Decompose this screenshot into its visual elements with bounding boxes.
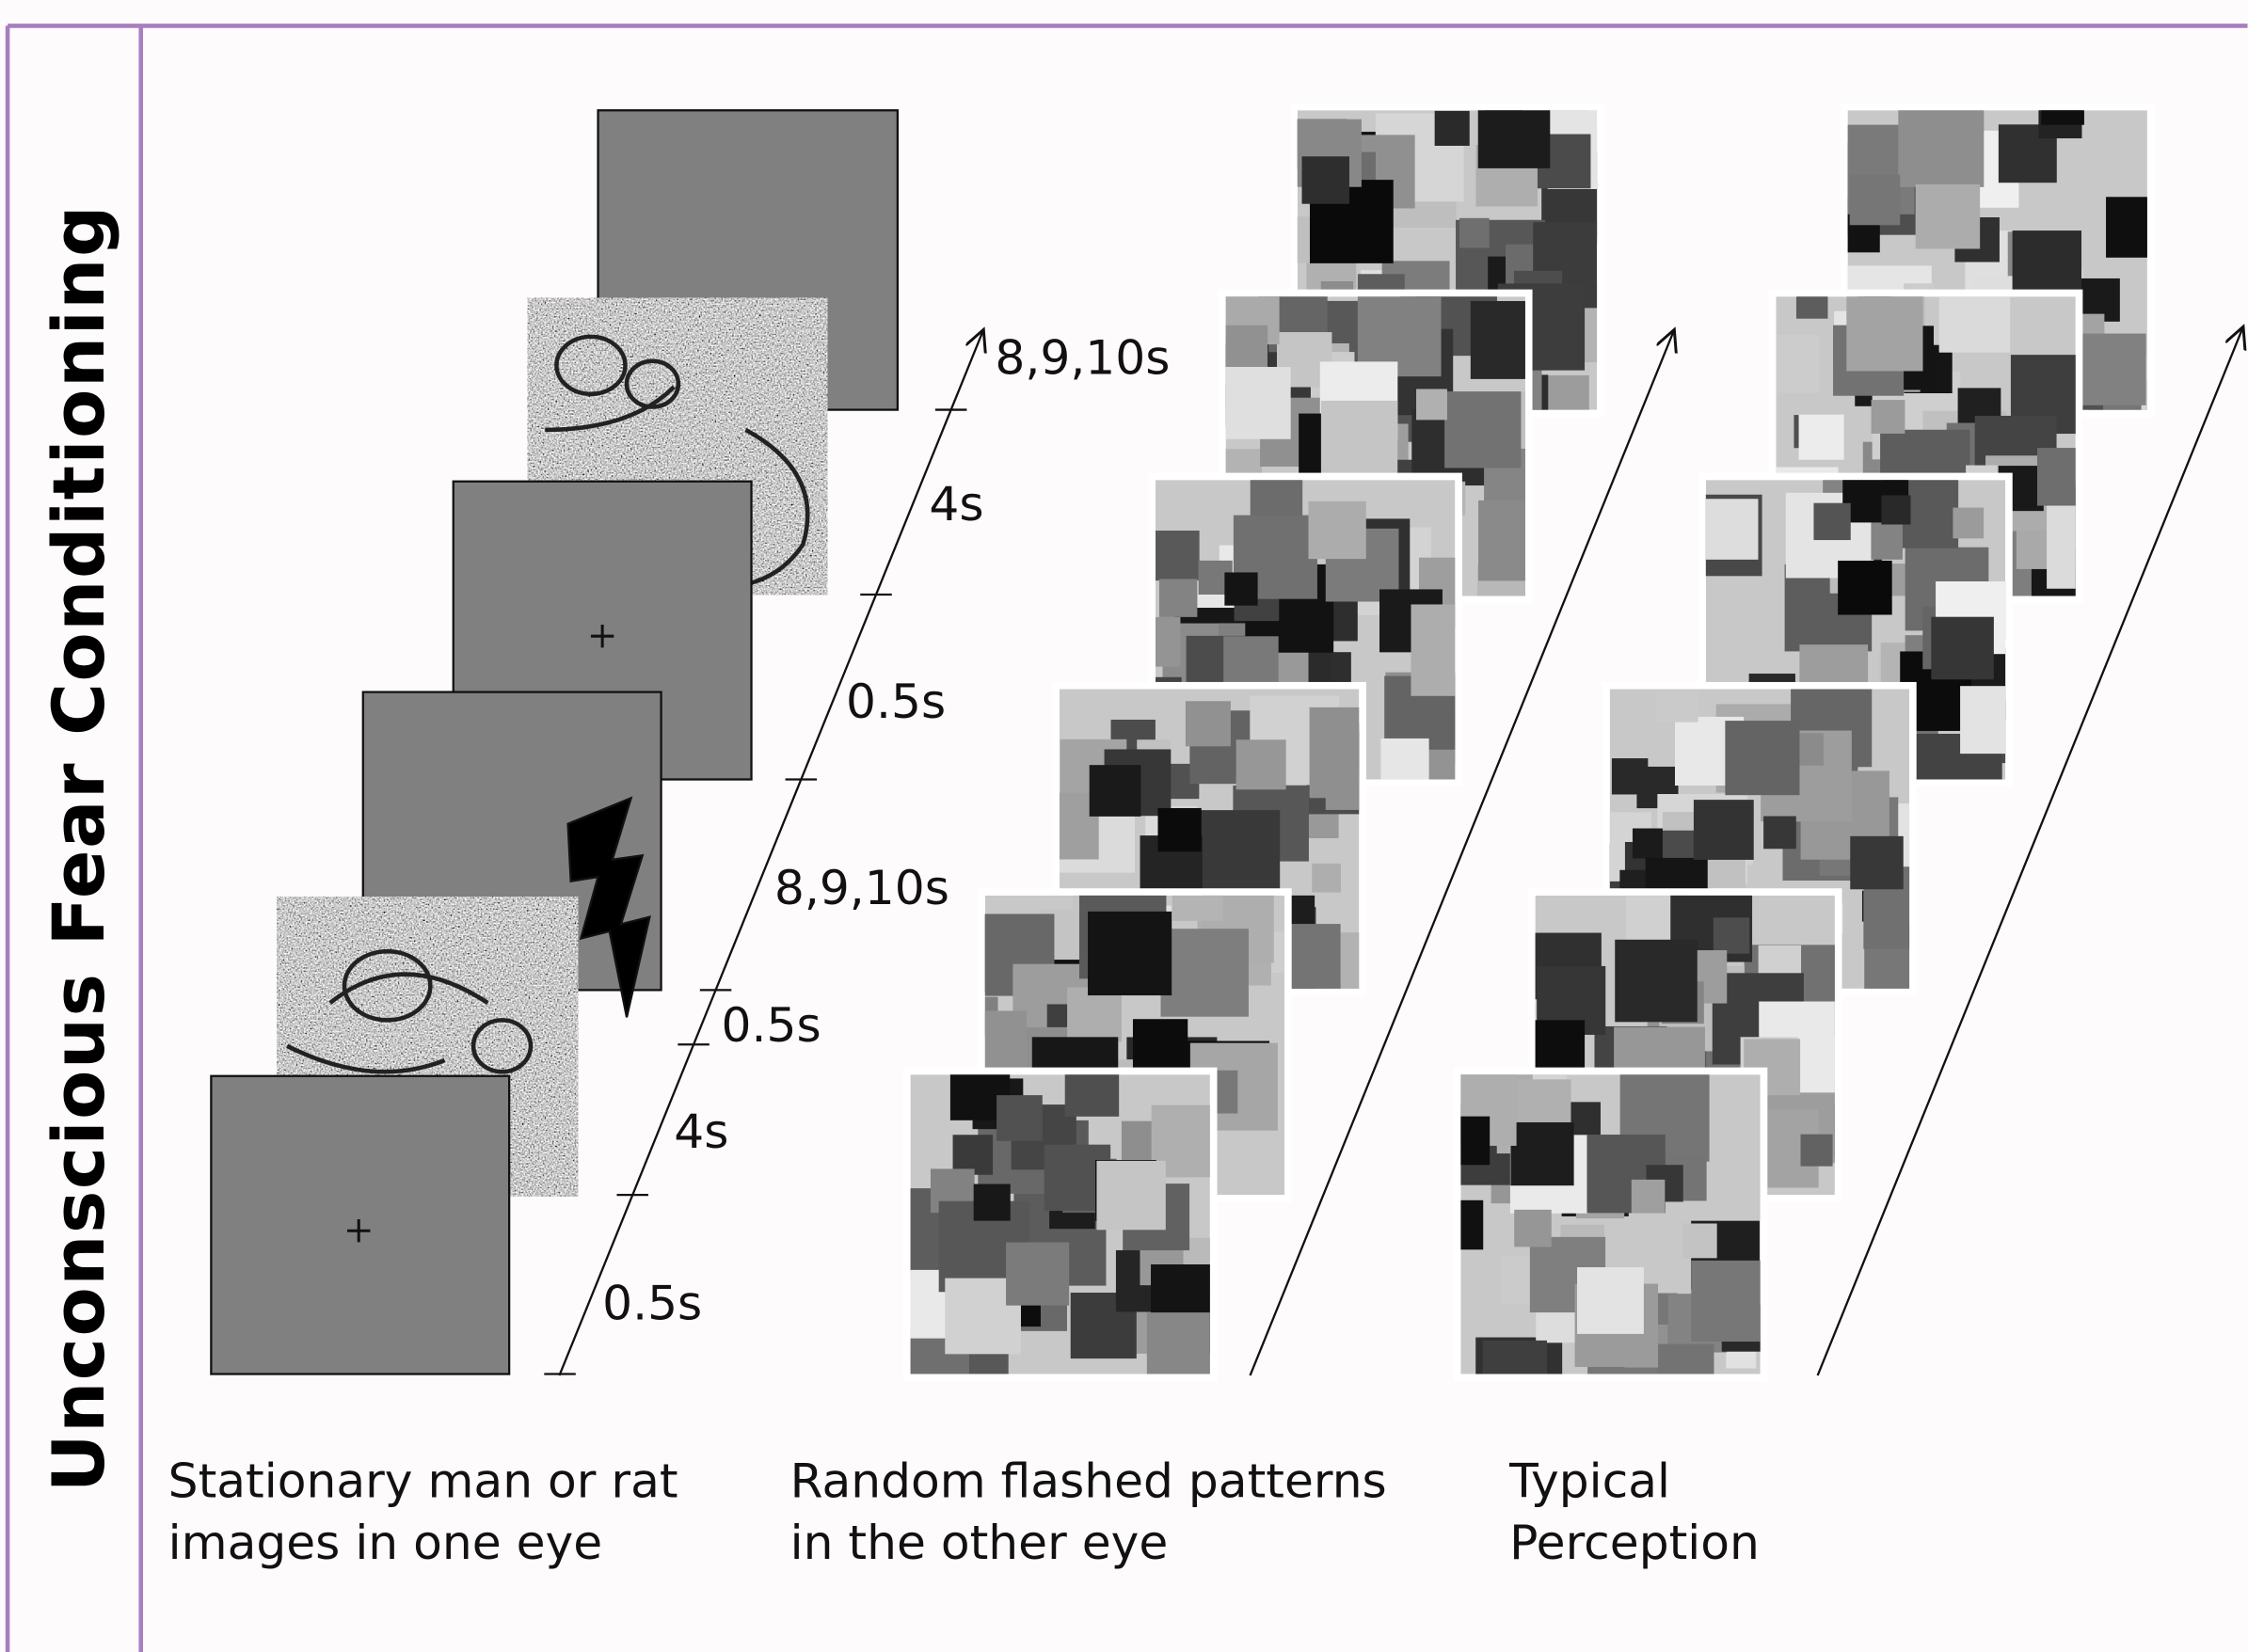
square xyxy=(1444,391,1521,468)
pattern-tile xyxy=(1434,1052,1773,1423)
square xyxy=(1813,503,1850,540)
square xyxy=(1442,1117,1491,1166)
square xyxy=(1236,739,1286,789)
square xyxy=(1459,218,1490,248)
caption-line: images in one eye xyxy=(168,1515,603,1570)
square xyxy=(2106,197,2166,257)
figure: Unconscious Fear Conditioning xyxy=(0,0,2248,1652)
square xyxy=(1698,499,1759,560)
square xyxy=(1763,817,1796,850)
square xyxy=(1147,1312,1236,1402)
caption-line: Perception xyxy=(1509,1515,1760,1570)
square xyxy=(1090,765,1141,817)
square xyxy=(1694,800,1754,860)
square xyxy=(1514,1210,1552,1247)
square xyxy=(1846,294,1922,371)
square xyxy=(1838,561,1892,615)
square xyxy=(1157,808,1201,851)
stimulus-stack xyxy=(211,110,898,1374)
square xyxy=(1801,1135,1833,1167)
square xyxy=(1931,617,1994,680)
square xyxy=(1632,1180,1666,1214)
square xyxy=(996,1095,1043,1141)
caption-line: in the other eye xyxy=(790,1515,1169,1570)
caption-line: Typical xyxy=(1508,1453,1670,1509)
square xyxy=(1691,1261,1772,1342)
square xyxy=(2047,505,2130,589)
square xyxy=(2037,448,2095,505)
square xyxy=(1612,758,1648,794)
square xyxy=(1321,401,1397,477)
square xyxy=(1067,988,1122,1042)
square xyxy=(1416,389,1447,420)
square xyxy=(1633,829,1663,859)
square xyxy=(1302,156,1349,203)
duration-label: 4s xyxy=(929,476,983,532)
square xyxy=(1224,572,1257,605)
square xyxy=(1088,912,1172,995)
side-title: Unconscious Fear Conditioning xyxy=(37,204,120,1492)
square xyxy=(1682,1224,1717,1259)
square xyxy=(2074,334,2145,405)
square xyxy=(1850,836,1903,889)
duration-label: 0.5s xyxy=(722,997,821,1053)
square xyxy=(2013,230,2081,299)
captions: Stationary man or rat images in one eye Ra… xyxy=(168,1453,1760,1570)
square xyxy=(1159,579,1197,616)
page: Unconscious Fear Conditioning xyxy=(0,0,2248,1652)
square xyxy=(1478,500,1558,580)
tile-content xyxy=(883,1060,1240,1418)
square xyxy=(1219,367,1291,439)
duration-label: 0.5s xyxy=(602,1276,702,1331)
pattern-stacks xyxy=(883,82,2166,1423)
square xyxy=(1714,917,1749,953)
square xyxy=(1150,531,1200,580)
square xyxy=(1032,793,1099,860)
square xyxy=(1881,495,1910,524)
square xyxy=(1898,102,1984,187)
caption-line: Random flashed patterns xyxy=(790,1453,1387,1509)
square xyxy=(1131,617,1181,667)
square xyxy=(1160,929,1248,1016)
square xyxy=(1312,864,1341,893)
square xyxy=(1916,184,1980,248)
square xyxy=(974,1184,1011,1221)
square xyxy=(1850,175,1901,226)
square xyxy=(953,1135,994,1175)
square xyxy=(1953,508,1984,539)
square xyxy=(1530,1020,1585,1074)
square xyxy=(1380,739,1428,786)
square xyxy=(1577,1267,1644,1334)
square xyxy=(1133,1019,1188,1073)
caption-line: Stationary man or rat xyxy=(168,1453,678,1509)
square xyxy=(1725,721,1799,795)
duration-label: 0.5s xyxy=(846,674,946,729)
duration-label: 8,9,10s xyxy=(774,860,949,915)
square xyxy=(1483,1341,1547,1405)
duration-label: 4s xyxy=(674,1104,728,1159)
pattern-tile xyxy=(883,1060,1240,1418)
square xyxy=(1872,400,1905,434)
square xyxy=(1096,1161,1165,1230)
square xyxy=(1006,1243,1069,1306)
square xyxy=(1435,111,1470,146)
square xyxy=(1615,940,1698,1023)
tile-content xyxy=(1434,1052,1773,1423)
square xyxy=(1308,501,1365,559)
square xyxy=(1510,1122,1573,1185)
duration-label: 8,9,10s xyxy=(995,329,1170,385)
square xyxy=(1186,701,1231,746)
square xyxy=(1799,415,1844,460)
square xyxy=(1658,1344,1714,1400)
square xyxy=(1960,686,2028,754)
